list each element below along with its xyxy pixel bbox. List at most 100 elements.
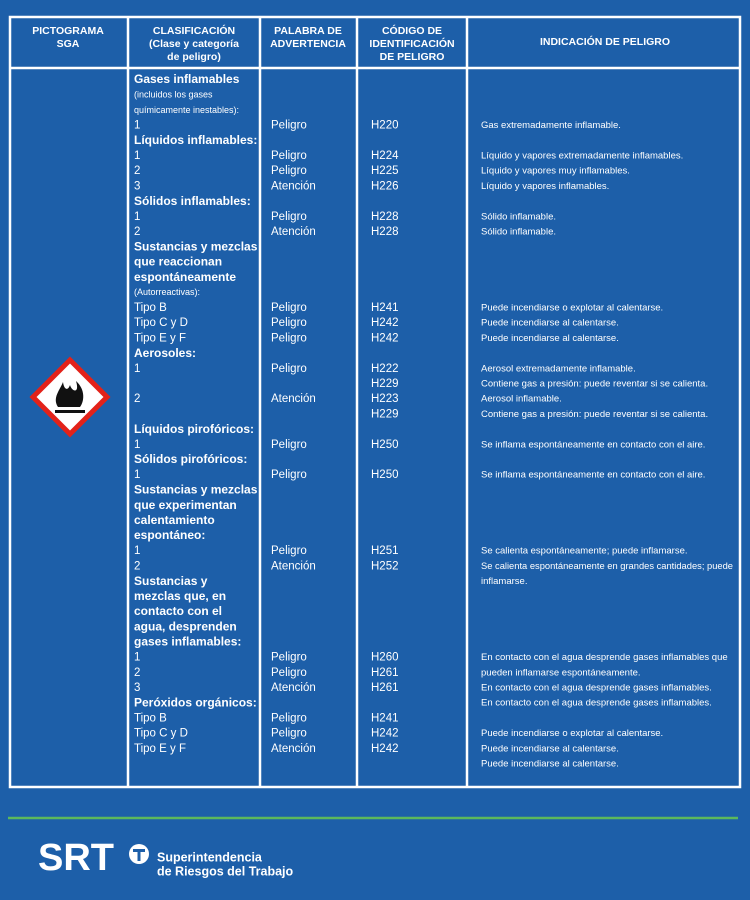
hazard-code: H242: [371, 317, 399, 329]
classification: Líquidos pirofóricos:: [134, 422, 254, 436]
classification: 1: [134, 150, 140, 162]
header-cell: PICTOGRAMA: [32, 25, 104, 37]
hazard-code: H224: [371, 150, 399, 162]
classification: mezclas que, en: [134, 589, 226, 603]
logo-icon: [129, 844, 149, 864]
classification: calentamiento: [134, 513, 215, 527]
header-cell: SGA: [57, 38, 80, 50]
hazard-code: H225: [371, 165, 399, 177]
hazard-statement: Líquido y vapores extremadamente inflama…: [481, 151, 683, 162]
classification: 1: [134, 545, 140, 557]
classification: Sustancias y mezclas: [134, 483, 258, 497]
signal-word: Atención: [271, 560, 316, 572]
hazard-statement: inflamarse.: [481, 576, 527, 587]
hazard-code: H229: [371, 408, 399, 420]
hazard-statement: Líquido y vapores muy inflamables.: [481, 166, 630, 177]
hazard-code: H250: [371, 439, 399, 451]
hazard-statement: Puede incendiarse al calentarse.: [481, 759, 619, 770]
hazard-statement: Gas extremadamente inflamable.: [481, 120, 621, 131]
signal-word: Peligro: [271, 712, 307, 724]
header-cell: PALABRA DE: [274, 25, 342, 37]
signal-word: Peligro: [271, 120, 307, 132]
signal-word: Atención: [271, 393, 316, 405]
classification: 2: [134, 226, 140, 238]
classification: 3: [134, 180, 140, 192]
hazard-statement: Contiene gas a presión: puede reventar s…: [481, 409, 708, 420]
hazard-code: H252: [371, 560, 399, 572]
classification: 3: [134, 682, 140, 694]
hazard-statement: Contiene gas a presión: puede reventar s…: [481, 379, 708, 390]
hazard-statement: Aerosol inflamable.: [481, 394, 562, 405]
header-cell: CLASIFICACIÓN: [153, 24, 235, 37]
classification: (incluidos los gases: [134, 90, 213, 100]
hazard-code: H241: [371, 712, 399, 724]
hazard-code: H228: [371, 226, 399, 238]
classification: (Autorreactivas):: [134, 287, 200, 297]
signal-word: Peligro: [271, 667, 307, 679]
hazard-code: H250: [371, 469, 399, 481]
hazard-statement: Sólido inflamable.: [481, 211, 556, 222]
hazard-statement: pueden inflamarse espontáneamente.: [481, 667, 641, 678]
header-cell: ADVERTENCIA: [270, 38, 346, 50]
signal-word: Peligro: [271, 302, 307, 314]
hazard-code: H242: [371, 728, 399, 740]
header-cell: DE PELIGRO: [380, 51, 445, 63]
signal-word: Atención: [271, 226, 316, 238]
classification: 2: [134, 165, 140, 177]
header-cell: de peligro): [167, 51, 221, 63]
classification: Sólidos inflamables:: [134, 194, 251, 208]
signal-word: Peligro: [271, 211, 307, 223]
signal-word: Peligro: [271, 363, 307, 375]
classification: contacto con el: [134, 604, 222, 618]
classification: Aerosoles:: [134, 346, 196, 360]
hazard-statement: En contacto con el agua desprende gases …: [481, 652, 728, 663]
classification: Gases inflamables: [134, 72, 240, 86]
hazard-statement: En contacto con el agua desprende gases …: [481, 683, 712, 694]
signal-word: Atención: [271, 743, 316, 755]
classification: 1: [134, 211, 140, 223]
classification: 1: [134, 469, 140, 481]
hazard-statement: Se calienta espontáneamente; puede infla…: [481, 546, 688, 557]
classification: espontáneamente: [134, 270, 236, 284]
hazard-statement: Puede incendiarse al calentarse.: [481, 743, 619, 754]
hazard-code: H261: [371, 682, 399, 694]
hazard-statement: Líquido y vapores inflamables.: [481, 181, 609, 192]
classification: Líquidos inflamables:: [134, 133, 257, 147]
hazard-code: H228: [371, 211, 399, 223]
hazard-code: H242: [371, 332, 399, 344]
classification: Tipo B: [134, 302, 167, 314]
classification: 1: [134, 363, 140, 375]
classification: Tipo C y D: [134, 728, 188, 740]
hazard-statement: En contacto con el agua desprende gases …: [481, 698, 712, 709]
signal-word: Atención: [271, 180, 316, 192]
hazard-code: H229: [371, 378, 399, 390]
classification: químicamente inestables):: [134, 105, 239, 115]
signal-word: Peligro: [271, 728, 307, 740]
classification: 2: [134, 560, 140, 572]
hazard-code: H223: [371, 393, 399, 405]
logo: SRT: [38, 837, 114, 879]
classification: Tipo B: [134, 712, 167, 724]
classification: Sustancias y: [134, 574, 208, 588]
classification: Tipo E y F: [134, 332, 186, 344]
org-name: de Riesgos del Trabajo: [157, 864, 294, 878]
hazard-code: H226: [371, 180, 399, 192]
classification: 1: [134, 120, 140, 132]
hazard-code: H241: [371, 302, 399, 314]
hazard-code: H222: [371, 363, 399, 375]
header-cell: CÓDIGO DE: [382, 24, 442, 37]
signal-word: Peligro: [271, 332, 307, 344]
signal-word: Peligro: [271, 439, 307, 451]
classification: Sólidos pirofóricos:: [134, 452, 247, 466]
hazard-statement: Puede incendiarse al calentarse.: [481, 318, 619, 329]
classification: 1: [134, 652, 140, 664]
signal-word: Peligro: [271, 317, 307, 329]
signal-word: Atención: [271, 682, 316, 694]
classification: Tipo E y F: [134, 743, 186, 755]
signal-word: Peligro: [271, 652, 307, 664]
hazard-statement: Puede incendiarse al calentarse.: [481, 333, 619, 344]
hazard-statement: Aerosol extremadamente inflamable.: [481, 363, 636, 374]
